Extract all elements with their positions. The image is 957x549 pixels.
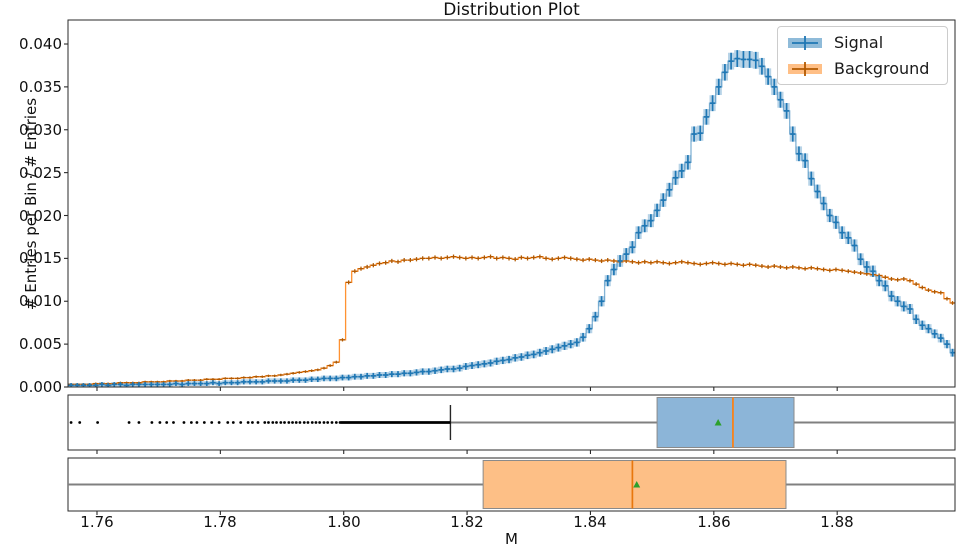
legend-item-signal: Signal (786, 32, 939, 54)
y-tick-label: 0.035 (19, 78, 62, 96)
y-tick-label: 0.020 (19, 207, 62, 225)
y-tick-label: 0.030 (19, 121, 62, 139)
x-tick-label: 1.86 (697, 513, 731, 531)
background-errorbar-icon (788, 61, 822, 76)
x-tick-label: 1.82 (450, 513, 484, 531)
y-tick-label: 0.040 (19, 35, 62, 53)
legend: Signal Background (777, 26, 948, 85)
y-tick-label: 0.025 (19, 164, 62, 182)
legend-item-background: Background (786, 58, 939, 80)
x-tick-label: 1.78 (203, 513, 237, 531)
x-tick-label: 1.84 (573, 513, 607, 531)
y-tick-label: 0.010 (19, 292, 62, 310)
legend-label-signal: Signal (834, 33, 884, 52)
x-tick-label: 1.76 (80, 513, 114, 531)
x-axis-label: M (505, 530, 518, 548)
x-tick-label: 1.88 (820, 513, 854, 531)
y-tick-label: 0.015 (19, 249, 62, 267)
legend-label-background: Background (834, 59, 930, 78)
signal-errorbar-icon (788, 35, 822, 50)
y-tick-label: 0.000 (19, 378, 62, 396)
x-tick-label: 1.80 (327, 513, 361, 531)
plot-title: Distribution Plot (443, 0, 580, 20)
y-tick-label: 0.005 (19, 335, 62, 353)
